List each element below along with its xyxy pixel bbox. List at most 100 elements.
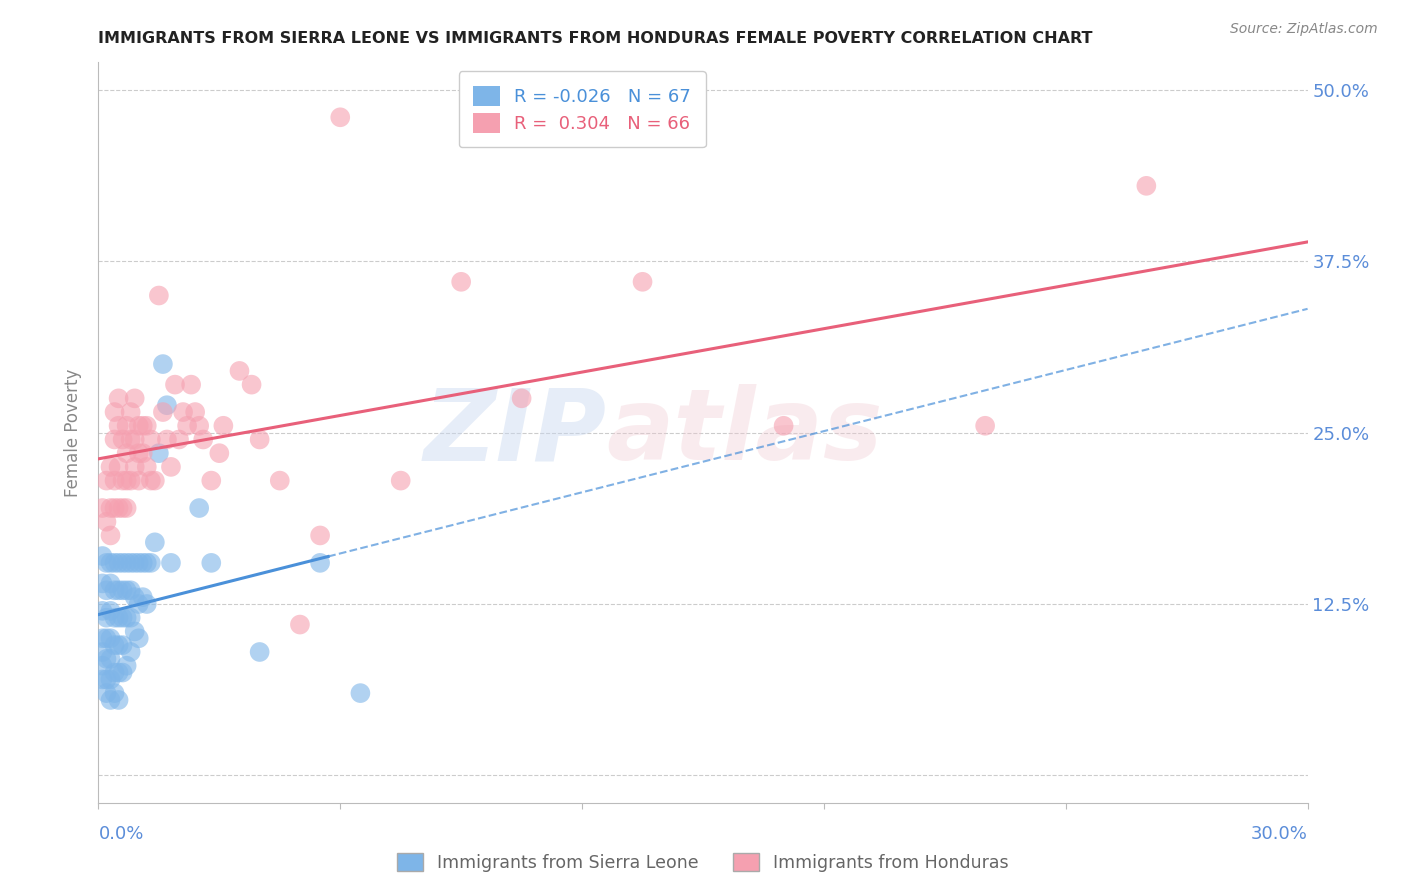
Text: IMMIGRANTS FROM SIERRA LEONE VS IMMIGRANTS FROM HONDURAS FEMALE POVERTY CORRELAT: IMMIGRANTS FROM SIERRA LEONE VS IMMIGRAN… bbox=[98, 31, 1092, 46]
Point bbox=[132, 418, 155, 433]
Point bbox=[974, 418, 997, 433]
Point bbox=[156, 398, 179, 412]
Point bbox=[100, 528, 122, 542]
Point bbox=[120, 405, 142, 419]
Point bbox=[132, 446, 155, 460]
Point bbox=[107, 556, 129, 570]
Point bbox=[115, 583, 138, 598]
Point bbox=[249, 433, 271, 447]
Point bbox=[120, 474, 142, 488]
Point bbox=[240, 377, 263, 392]
Point bbox=[208, 446, 231, 460]
Point bbox=[91, 658, 114, 673]
Point bbox=[163, 377, 186, 392]
Point bbox=[1135, 178, 1157, 193]
Point bbox=[167, 433, 190, 447]
Point bbox=[107, 459, 129, 474]
Point bbox=[120, 433, 142, 447]
Point bbox=[91, 576, 114, 591]
Point bbox=[100, 632, 122, 646]
Point bbox=[184, 405, 207, 419]
Point bbox=[115, 556, 138, 570]
Point bbox=[288, 617, 311, 632]
Point bbox=[139, 474, 162, 488]
Point bbox=[115, 610, 138, 624]
Legend: R = -0.026   N = 67, R =  0.304   N = 66: R = -0.026 N = 67, R = 0.304 N = 66 bbox=[458, 71, 706, 147]
Point bbox=[100, 556, 122, 570]
Point bbox=[132, 556, 155, 570]
Point bbox=[309, 556, 332, 570]
Point bbox=[128, 597, 150, 611]
Point bbox=[128, 474, 150, 488]
Point bbox=[107, 693, 129, 707]
Point bbox=[152, 357, 174, 371]
Point bbox=[124, 590, 146, 604]
Point bbox=[103, 686, 125, 700]
Point bbox=[180, 377, 202, 392]
Point bbox=[103, 610, 125, 624]
Point bbox=[96, 673, 118, 687]
Point bbox=[188, 501, 211, 516]
Point bbox=[100, 604, 122, 618]
Point bbox=[128, 418, 150, 433]
Point bbox=[100, 652, 122, 666]
Point bbox=[135, 418, 157, 433]
Point bbox=[200, 556, 222, 570]
Text: Source: ZipAtlas.com: Source: ZipAtlas.com bbox=[1230, 22, 1378, 37]
Point bbox=[91, 645, 114, 659]
Point bbox=[228, 364, 250, 378]
Point bbox=[124, 556, 146, 570]
Y-axis label: Female Poverty: Female Poverty bbox=[65, 368, 83, 497]
Point bbox=[100, 501, 122, 516]
Point bbox=[309, 528, 332, 542]
Point bbox=[143, 535, 166, 549]
Point bbox=[124, 392, 146, 406]
Point bbox=[100, 693, 122, 707]
Point bbox=[107, 392, 129, 406]
Point bbox=[91, 673, 114, 687]
Point bbox=[100, 673, 122, 687]
Point bbox=[200, 474, 222, 488]
Point bbox=[103, 556, 125, 570]
Point bbox=[96, 686, 118, 700]
Point bbox=[176, 418, 198, 433]
Point bbox=[329, 110, 352, 124]
Point bbox=[631, 275, 654, 289]
Point bbox=[111, 638, 134, 652]
Point bbox=[143, 474, 166, 488]
Point bbox=[91, 549, 114, 563]
Point bbox=[212, 418, 235, 433]
Point bbox=[96, 652, 118, 666]
Point bbox=[772, 418, 794, 433]
Point bbox=[135, 556, 157, 570]
Text: 30.0%: 30.0% bbox=[1251, 825, 1308, 843]
Point bbox=[91, 632, 114, 646]
Point bbox=[96, 632, 118, 646]
Point bbox=[156, 433, 179, 447]
Point bbox=[111, 474, 134, 488]
Text: 0.0%: 0.0% bbox=[98, 825, 143, 843]
Point bbox=[103, 405, 125, 419]
Point bbox=[111, 665, 134, 680]
Point bbox=[103, 474, 125, 488]
Point bbox=[152, 405, 174, 419]
Point bbox=[107, 501, 129, 516]
Point bbox=[128, 446, 150, 460]
Point bbox=[188, 418, 211, 433]
Point bbox=[96, 583, 118, 598]
Point bbox=[349, 686, 371, 700]
Legend: Immigrants from Sierra Leone, Immigrants from Honduras: Immigrants from Sierra Leone, Immigrants… bbox=[389, 847, 1017, 879]
Point bbox=[172, 405, 194, 419]
Point bbox=[111, 433, 134, 447]
Point bbox=[450, 275, 472, 289]
Point bbox=[115, 446, 138, 460]
Point bbox=[111, 501, 134, 516]
Point bbox=[135, 459, 157, 474]
Point bbox=[120, 610, 142, 624]
Point bbox=[193, 433, 215, 447]
Point bbox=[103, 433, 125, 447]
Point bbox=[103, 665, 125, 680]
Point bbox=[249, 645, 271, 659]
Point bbox=[111, 610, 134, 624]
Point bbox=[139, 556, 162, 570]
